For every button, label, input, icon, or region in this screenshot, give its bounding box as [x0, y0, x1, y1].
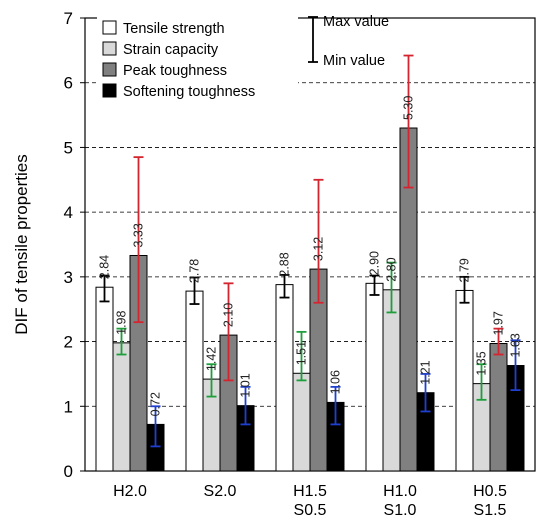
x-category-label: H2.0 — [113, 483, 147, 500]
y-tick-label: 5 — [64, 138, 73, 157]
range-legend-min-label: Min value — [323, 53, 385, 69]
x-category-label: S1.0 — [384, 502, 417, 519]
bar-strain-capacity — [292, 372, 311, 472]
data-label: 2.79 — [458, 258, 472, 282]
data-label: 2.80 — [385, 257, 399, 281]
y-tick-label: 7 — [64, 9, 73, 28]
bar-tensile-strength — [365, 282, 384, 472]
data-label: 3.12 — [312, 237, 326, 261]
data-label: 1.06 — [329, 370, 343, 394]
data-label: 3.33 — [132, 223, 146, 247]
data-label: 2.78 — [188, 259, 202, 283]
x-category-label: H0.5 — [473, 483, 507, 500]
x-category-label: S2.0 — [204, 483, 237, 500]
legend-swatch — [102, 83, 117, 98]
y-tick-label: 3 — [64, 268, 73, 287]
legend-swatch — [102, 41, 117, 56]
y-tick-label: 6 — [64, 74, 73, 93]
x-category-label: H1.5 — [293, 483, 327, 500]
legend-label: Peak toughness — [123, 63, 227, 79]
data-label: 5.30 — [402, 96, 416, 120]
data-label: 1.97 — [492, 311, 506, 335]
data-label: 1.21 — [419, 360, 433, 384]
legend-label: Tensile strength — [123, 21, 225, 37]
legend-label: Strain capacity — [123, 42, 219, 58]
bar-tensile-strength — [95, 286, 114, 472]
data-label: 2.88 — [278, 252, 292, 276]
data-label: 2.84 — [98, 255, 112, 279]
legend-swatch — [102, 62, 117, 77]
bar-strain-capacity — [112, 342, 131, 472]
y-tick-label: 0 — [64, 462, 73, 481]
data-label: 2.90 — [368, 251, 382, 275]
y-tick-label: 2 — [64, 333, 73, 352]
x-category-label: S0.5 — [294, 502, 327, 519]
x-category-label: H1.0 — [383, 483, 417, 500]
bar-tensile-strength — [185, 290, 204, 472]
legend-swatch — [102, 20, 117, 35]
data-label: 1.35 — [475, 351, 489, 375]
legend-background — [97, 17, 298, 111]
data-label: 1.01 — [239, 373, 253, 397]
data-label: 1.51 — [295, 341, 309, 365]
bar-tensile-strength — [275, 284, 294, 472]
data-label: 0.72 — [149, 392, 163, 416]
y-tick-label: 1 — [64, 397, 73, 416]
bar-strain-capacity — [382, 289, 401, 472]
data-label: 1.63 — [509, 333, 523, 357]
legend-label: Softening toughness — [123, 84, 255, 100]
data-label: 1.98 — [115, 310, 129, 334]
data-label: 1.42 — [205, 347, 219, 371]
x-category-label: S1.5 — [474, 502, 507, 519]
data-label: 2.10 — [222, 303, 236, 327]
bar-tensile-strength — [455, 289, 474, 472]
y-axis-label: DIF of tensile properties — [12, 154, 31, 334]
range-legend-max-label: Max value — [323, 14, 389, 30]
bar-peak-toughness — [489, 343, 508, 472]
y-tick-label: 4 — [64, 203, 73, 222]
